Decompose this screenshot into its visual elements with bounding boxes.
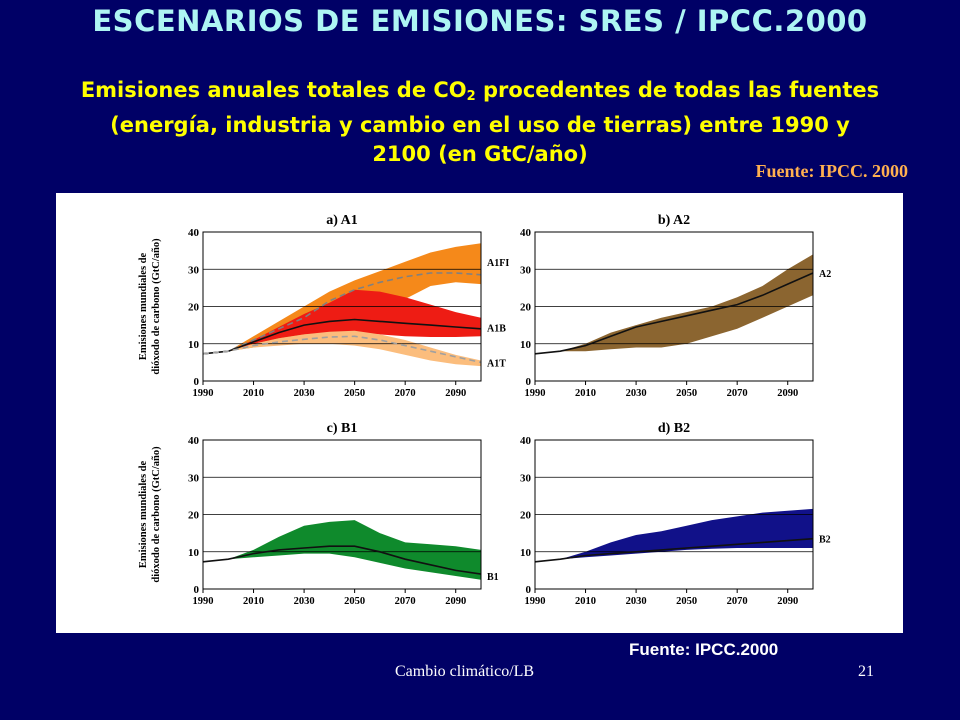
series-label-a1b: A1B [487,324,506,335]
band-b2 [535,508,813,562]
series-label-a2: A2 [819,269,831,280]
y-tick-label: 40 [520,227,532,239]
y-tick-label: 40 [188,435,200,447]
x-tick-label: 2010 [243,388,264,399]
x-tick-label: 2050 [344,388,365,399]
y-tick-label: 10 [520,547,532,559]
series-label-b1: B1 [487,572,499,583]
x-tick-label: 1990 [525,388,546,399]
line-a1t [202,335,482,364]
x-tick-label: 2050 [676,388,697,399]
x-tick-label: 2070 [395,596,416,607]
x-tick-label: 2090 [777,388,798,399]
x-tick-label: 1990 [193,388,214,399]
x-tick-label: 2050 [344,596,365,607]
y-tick-label: 30 [520,264,532,276]
plot-frame [534,231,814,382]
plot-frame [202,439,482,590]
y-tick-label: 30 [520,472,532,484]
y-tick-label: 30 [188,472,200,484]
panel-title: c) B1 [327,421,358,436]
y-tick-label: 10 [520,339,532,351]
series-label-a1fi: A1FI [487,258,509,269]
x-tick-label: 2030 [626,388,647,399]
band-b1 [203,520,481,580]
x-tick-label: 2010 [243,596,264,607]
plot-frame [202,231,482,382]
x-tick-label: 2030 [294,388,315,399]
band-a2 [535,254,813,354]
y-axis-label-line2: dióxodo de carbono (GtC/año) [151,446,162,583]
x-tick-label: 2070 [395,388,416,399]
y-tick-label: 20 [520,510,532,522]
y-tick-label: 0 [526,376,532,388]
series-label-a1t: A1T [487,358,506,369]
x-tick-label: 2090 [445,388,466,399]
line-a1b [202,318,482,355]
plot-frame [534,439,814,590]
y-tick-label: 10 [188,547,200,559]
y-tick-label: 20 [520,302,532,314]
x-tick-label: 2050 [676,596,697,607]
page-number: 21 [858,663,874,680]
chart-panel: 0 10 20 30 40 1990 2010 2030 2050 2070 2090 a) A1 A1… [56,193,903,633]
line-b2 [534,537,814,563]
slide-subtitle: Emisiones anuales totales de CO2 procede… [80,76,880,169]
subtitle-part2: procedentes de todas las fuentes (energí… [110,78,880,166]
subtitle-subscript: 2 [466,89,476,104]
x-tick-label: 2030 [294,596,315,607]
y-tick-label: 40 [520,435,532,447]
x-tick-label: 2090 [445,596,466,607]
x-tick-label: 2030 [626,596,647,607]
y-axis-label-line1: Emisiones mundiales de [138,252,149,360]
line-a1fi [202,272,482,355]
y-tick-label: 10 [188,339,200,351]
y-tick-label: 20 [188,302,200,314]
slide-title: ESCENARIOS DE EMISIONES: SRES / IPCC.200… [92,4,868,38]
y-tick-label: 20 [188,510,200,522]
x-tick-label: 1990 [525,596,546,607]
x-tick-label: 2010 [575,388,596,399]
x-tick-label: 2010 [575,596,596,607]
line-b1 [202,545,482,575]
x-tick-label: 2090 [777,596,798,607]
x-tick-label: 1990 [193,596,214,607]
band-a1b [203,289,481,354]
y-axis-label-line1: Emisiones mundiales de [138,460,149,568]
y-tick-label: 40 [188,227,200,239]
source-bottom: Fuente: IPCC.2000 [629,640,779,659]
footer-text: Cambio climático/LB [395,663,535,680]
line-a2 [534,272,814,355]
subtitle-part1: Emisiones anuales totales de CO [80,78,467,102]
panel-title: a) A1 [326,213,358,228]
y-tick-label: 0 [194,584,200,596]
x-tick-label: 2070 [727,388,748,399]
x-tick-label: 2070 [727,596,748,607]
y-tick-label: 0 [526,584,532,596]
y-axis-label-line2: dióxodo de carbono (GtC/año) [151,238,162,375]
y-tick-label: 0 [194,376,200,388]
panel-title: d) B2 [658,421,690,436]
series-label-b2: B2 [819,535,831,546]
band-a1t [203,330,481,367]
y-tick-label: 30 [188,264,200,276]
panel-title: b) A2 [658,213,690,228]
source-top: Fuente: IPCC. 2000 [755,161,908,181]
